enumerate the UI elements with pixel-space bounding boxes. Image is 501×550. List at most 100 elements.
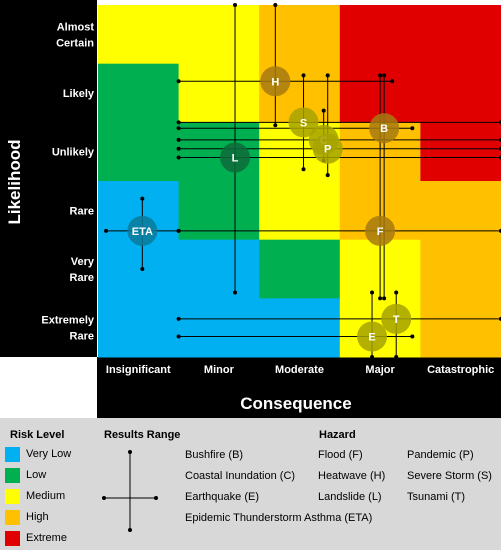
risk-cells (98, 5, 501, 358)
risk-level-swatch (5, 447, 20, 462)
y-tick-label: Certain (56, 37, 94, 49)
range-end-dot (176, 120, 181, 125)
risk-level-swatch (5, 468, 20, 483)
range-end-dot (176, 316, 181, 321)
hazard-legend-item: Epidemic Thunderstorm Asthma (ETA) (185, 512, 373, 524)
risk-cell (420, 63, 501, 123)
hazard-legend-item: Landslide (L) (318, 491, 382, 503)
risk-level-label: Medium (26, 490, 66, 502)
results-range-title: Results Range (104, 429, 181, 441)
hazard-legend-item: Bushfire (B) (185, 449, 244, 461)
risk-level-label: Very Low (26, 448, 72, 460)
range-end-dot (378, 296, 383, 301)
x-axis-title: Consequence (240, 394, 351, 413)
hazard-legend-item: Coastal Inundation (C) (185, 470, 296, 482)
y-tick-label: Likely (63, 88, 95, 100)
y-tick-label: Rare (70, 331, 94, 343)
risk-cell (178, 239, 260, 299)
range-end-dot (176, 155, 181, 160)
hazard-legend-item: Pandemic (P) (407, 449, 474, 461)
hazard-legend-item: Flood (F) (318, 449, 363, 461)
y-tick-label: Extremely (41, 315, 94, 327)
risk-matrix-chart: Likelihood Consequence Almost Certain Like… (0, 0, 501, 418)
range-end-dot (233, 290, 238, 295)
risk-cell (98, 5, 180, 65)
risk-cell (420, 122, 501, 182)
hazard-marker-label: E (368, 331, 375, 343)
range-end-dot (390, 79, 395, 84)
risk-level-label: Extreme (26, 532, 67, 544)
range-end-dot (176, 334, 181, 339)
hazard-marker-label: ETA (132, 226, 153, 238)
range-end-dot (273, 3, 278, 7)
range-end-dot (176, 228, 181, 233)
risk-cell (98, 239, 180, 299)
x-tick-label: Minor (204, 364, 235, 376)
hazard-marker (220, 142, 251, 173)
risk-cell (420, 298, 501, 358)
risk-cell (259, 298, 341, 358)
y-tick-label: Rare (70, 205, 94, 217)
hazard-marker-label: F (377, 226, 384, 238)
risk-cell (259, 239, 341, 299)
risk-cell (259, 181, 341, 241)
range-end-dot (410, 126, 415, 131)
hazard-legend-item: Severe Storm (S) (407, 470, 492, 482)
risk-level-label: Low (26, 469, 47, 481)
hazard-marker-label: T (393, 314, 400, 326)
y-label-panel (0, 0, 97, 357)
risk-level-label: High (26, 511, 49, 523)
range-end-dot (382, 73, 387, 78)
hazard-legend-item: Tsunami (T) (407, 491, 466, 503)
hazard-marker (365, 215, 396, 246)
range-end-dot (233, 3, 238, 7)
hazard-marker (288, 107, 319, 138)
hazard-marker-label: P (324, 144, 331, 156)
hazard-marker (127, 215, 158, 246)
x-tick-label: Insignificant (106, 364, 171, 376)
y-tick-label: Very (71, 256, 95, 268)
hazard-marker (369, 113, 400, 144)
risk-cell (339, 5, 421, 65)
results-range-icon (102, 450, 158, 532)
x-tick-label: Major (365, 364, 395, 376)
range-end-dot (394, 290, 399, 295)
y-tick-labels: Almost Certain Likely Unlikely Rare Very Rare E… (41, 21, 94, 342)
range-end-dot (273, 123, 278, 128)
risk-level-swatch (5, 489, 20, 504)
risk-level-swatch (5, 531, 20, 546)
range-end-dot (394, 355, 399, 359)
range-end-dot (301, 167, 306, 172)
hazard-title: Hazard (319, 429, 356, 441)
y-tick-label: Rare (70, 272, 94, 284)
risk-cell (420, 181, 501, 241)
range-end-dot (176, 79, 181, 84)
x-tick-label: Moderate (275, 364, 324, 376)
hazard-marker-label: S (300, 117, 307, 129)
range-end-dot (382, 296, 387, 301)
range-end-dot (140, 196, 145, 201)
risk-cell (98, 122, 180, 182)
range-end-dot (325, 73, 330, 78)
x-label-panel (97, 357, 501, 418)
hazard-marker-label: B (380, 123, 388, 135)
hazard-marker (381, 303, 412, 334)
risk-level-title: Risk Level (10, 429, 65, 441)
x-tick-labels: Insignificant Minor Moderate Major Catastrop… (106, 364, 494, 376)
range-end-dot (378, 73, 383, 78)
range-end-dot (176, 137, 181, 142)
range-end-dot (176, 146, 181, 151)
x-tick-label: Catastrophic (427, 364, 494, 376)
y-tick-label: Unlikely (52, 147, 95, 159)
risk-cell (420, 239, 501, 299)
hazard-marker (357, 321, 388, 352)
hazard-marker-label: L (232, 153, 239, 165)
hazard-marker (312, 133, 343, 164)
hazard-markers: HSBCPLETAFTE (127, 66, 412, 352)
risk-cell (178, 181, 260, 241)
hazard-marker (260, 66, 291, 97)
range-end-dot (176, 126, 181, 131)
risk-cell (98, 63, 180, 123)
range-end-dot (325, 173, 330, 178)
risk-cell (178, 5, 260, 65)
